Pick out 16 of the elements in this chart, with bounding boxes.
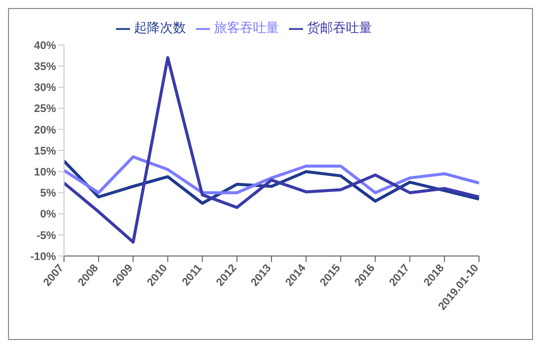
y-tick-label: -10% xyxy=(30,250,56,263)
y-tick-label: 10% xyxy=(34,166,56,179)
y-tick-label: 30% xyxy=(34,82,56,94)
y-tick-label: 40% xyxy=(34,40,56,52)
legend-label: 旅客吞吐量 xyxy=(214,20,279,35)
line-series xyxy=(62,56,480,244)
y-tick-label: 0% xyxy=(40,208,56,221)
y-tick-label: 5% xyxy=(40,188,56,200)
y-tick-label: 15% xyxy=(34,145,56,158)
y-tick-label: 20% xyxy=(34,124,56,136)
legend-label: 起降次数 xyxy=(134,20,186,35)
legend-label: 货邮吞吐量 xyxy=(307,20,372,35)
y-tick-label: -5% xyxy=(36,230,56,242)
y-tick-label: 25% xyxy=(34,103,56,116)
y-tick-label: 35% xyxy=(34,61,56,74)
line-series xyxy=(62,155,480,194)
